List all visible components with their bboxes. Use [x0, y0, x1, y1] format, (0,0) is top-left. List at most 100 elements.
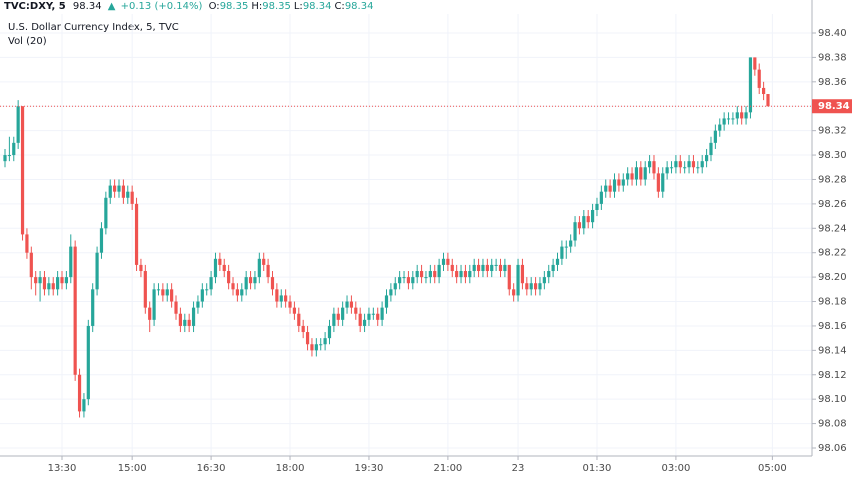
candle-body [227, 271, 231, 284]
candle-body [674, 161, 678, 168]
candle-body [748, 57, 753, 113]
candle-body [389, 289, 393, 296]
candle-body [38, 277, 42, 284]
candle-body [612, 179, 617, 192]
symbol-header: TVC:DXY, 5 98.34 ▲ +0.13 (+0.14%) O:98.3… [4, 1, 373, 12]
candle-body [398, 277, 402, 284]
candle-body [253, 277, 257, 284]
candle-body [490, 264, 494, 272]
candle-body [376, 313, 380, 320]
candle-body [323, 338, 327, 345]
candle-body [284, 295, 288, 302]
y-tick-label: 98.30 [818, 150, 847, 161]
candle-body [126, 191, 130, 198]
candle-body [77, 374, 82, 412]
candle-body [99, 228, 104, 253]
candle-body [608, 185, 612, 192]
candle-body [327, 325, 332, 339]
candle-body [73, 246, 77, 375]
candle-body [468, 271, 472, 278]
candle-body [248, 277, 253, 284]
candle-body [656, 173, 660, 192]
candle-body [362, 319, 367, 326]
y-tick-label: 98.06 [818, 443, 847, 454]
candle-body [428, 271, 432, 278]
candle-body [213, 258, 218, 278]
candle-body [95, 252, 99, 290]
candle-body [25, 234, 29, 253]
candle-body [626, 173, 630, 180]
candle-body [582, 216, 586, 229]
candle-body [349, 301, 354, 308]
candle-body [498, 264, 503, 272]
candle-body [292, 307, 297, 314]
candle-body [270, 277, 275, 290]
candle-body [336, 313, 340, 320]
candle-body [630, 173, 634, 180]
y-tick-label: 98.26 [818, 199, 847, 210]
candle-body [20, 106, 25, 235]
candle-body [595, 203, 599, 210]
y-tick-label: 98.22 [818, 248, 847, 259]
candle-body [459, 271, 463, 278]
candle-body [639, 167, 643, 180]
ohlc-value: 98.34 [303, 1, 332, 12]
candle-body [297, 313, 301, 326]
candle-body [143, 271, 147, 308]
candle-body [542, 277, 546, 284]
candle-body [218, 258, 222, 265]
candle-body [718, 124, 722, 131]
x-tick-label: 01:30 [583, 463, 612, 474]
candle-body [494, 264, 498, 266]
candle-body [419, 271, 424, 278]
y-tick-label: 98.40 [818, 28, 847, 39]
candle-body [446, 258, 450, 265]
candle-body [599, 191, 603, 204]
candle-body [415, 271, 419, 278]
candle-body [104, 197, 108, 229]
candle-body [7, 155, 11, 157]
y-tick-label: 98.14 [818, 345, 847, 356]
candle-body [525, 283, 529, 290]
candle-body [700, 161, 704, 168]
candle-body [288, 301, 292, 308]
candle-body [643, 167, 647, 180]
candle-body [12, 142, 16, 156]
up-arrow: ▲ [108, 1, 116, 12]
candle-body [319, 344, 323, 346]
candle-body [463, 271, 468, 278]
candle-body [547, 271, 551, 278]
candle-body [735, 112, 739, 119]
candle-body [380, 307, 384, 320]
candle-body [69, 246, 73, 278]
candle-body [240, 289, 244, 296]
candle-body [665, 167, 669, 174]
candle-body [696, 167, 700, 169]
candle-body [560, 246, 564, 259]
x-tick-label: 05:00 [758, 463, 787, 474]
candle-body [709, 142, 713, 156]
candle-body [393, 283, 397, 290]
candle-body [187, 319, 191, 326]
candle-body [507, 264, 511, 290]
y-tick-label: 98.18 [818, 297, 847, 308]
candle-body [314, 344, 318, 351]
y-tick-label: 98.38 [818, 52, 847, 63]
candle-body [740, 112, 744, 119]
candle-body [437, 264, 441, 278]
candle-body [367, 313, 371, 320]
candle-body [205, 289, 209, 291]
candle-body [152, 289, 156, 320]
candle-body [731, 118, 735, 120]
candle-body [691, 161, 696, 168]
candle-body [661, 173, 665, 192]
candle-body [64, 277, 68, 284]
chart-title: U.S. Dollar Currency Index, 5, TVC [8, 22, 179, 33]
x-tick-label: 21:00 [433, 463, 462, 474]
candle-body [139, 264, 143, 272]
candle-body [762, 87, 766, 95]
candle-body [371, 313, 375, 315]
candle-body [209, 277, 213, 290]
